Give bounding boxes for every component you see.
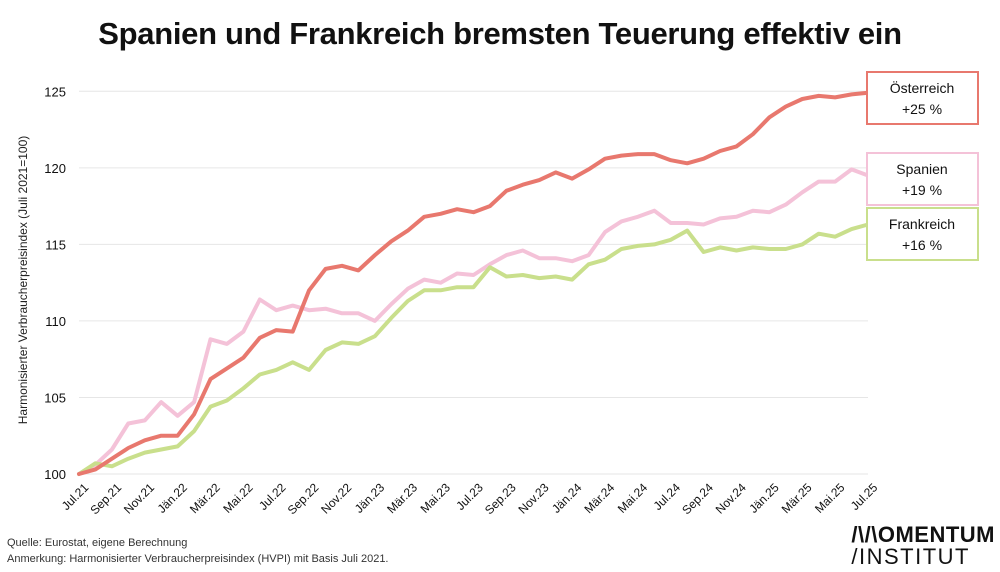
chart-title: Spanien und Frankreich bremsten Teuerung… bbox=[98, 16, 902, 51]
y-tick-label: 105 bbox=[44, 390, 66, 405]
series-label-box-frankreich: Frankreich +16 % bbox=[866, 207, 979, 261]
x-tick-label: Mär.22 bbox=[187, 480, 223, 516]
x-tick-label: Nov.22 bbox=[318, 480, 354, 516]
x-tick-label: Mai.25 bbox=[812, 480, 848, 516]
x-tick-label: Jul.25 bbox=[848, 480, 881, 513]
x-tick-label: Mai.23 bbox=[418, 480, 454, 516]
y-tick-label: 115 bbox=[45, 237, 66, 252]
x-tick-label: Jän.24 bbox=[549, 480, 585, 516]
x-tick: Nov.24 bbox=[713, 480, 749, 516]
x-tick-label: Jul.22 bbox=[256, 480, 289, 513]
x-tick-label: Sep.21 bbox=[87, 480, 124, 517]
series-label-box-spanien: Spanien +19 % bbox=[866, 152, 979, 206]
x-tick: Jul.23 bbox=[453, 480, 486, 513]
x-tick: Mai.22 bbox=[220, 480, 256, 516]
x-tick-label: Jän.25 bbox=[746, 480, 782, 516]
y-tick-label: 100 bbox=[44, 467, 66, 482]
series-line-frankreich bbox=[77, 222, 870, 476]
x-tick-label: Sep.23 bbox=[482, 480, 519, 517]
x-tick-label: Mär.25 bbox=[779, 480, 815, 516]
label-box-frame bbox=[866, 152, 979, 206]
label-box-frame bbox=[866, 207, 979, 261]
x-tick-label: Mai.24 bbox=[615, 480, 651, 516]
series-line-österreich bbox=[77, 90, 870, 476]
legend-boxes: Österreich +25 % Spanien +19 % Frankreich +16… bbox=[866, 71, 979, 261]
x-tick-label: Nov.21 bbox=[121, 480, 157, 516]
series-name: Spanien bbox=[896, 161, 947, 177]
y-tick-label: 110 bbox=[45, 314, 66, 329]
x-tick: Mai.23 bbox=[418, 480, 454, 516]
annotation-note: Anmerkung: Harmonisierter Verbraucherpre… bbox=[7, 553, 389, 565]
x-tick: Nov.21 bbox=[121, 480, 157, 516]
label-box-frame bbox=[866, 71, 979, 125]
x-tick: Mär.25 bbox=[779, 480, 815, 516]
y-axis-label: Harmonisierter Verbraucherpreisindex (Ju… bbox=[16, 135, 30, 425]
x-tick-label: Nov.23 bbox=[515, 480, 551, 516]
x-tick: Jän.23 bbox=[352, 480, 388, 516]
series-name: Österreich bbox=[890, 79, 955, 96]
series-layer bbox=[77, 90, 870, 476]
y-tick-label: 125 bbox=[44, 84, 66, 99]
x-tick-label: Nov.24 bbox=[713, 480, 749, 516]
x-tick-label: Mär.23 bbox=[384, 480, 420, 516]
x-tick: Sep.22 bbox=[285, 480, 322, 517]
x-tick: Mär.22 bbox=[187, 480, 223, 516]
y-axis-ticks: 100 105 110 115 120 125 bbox=[44, 84, 66, 482]
y-tick-label: 120 bbox=[44, 161, 66, 176]
series-label-box-österreich: Österreich +25 % bbox=[866, 71, 979, 125]
series-change: +25 % bbox=[902, 101, 942, 117]
x-tick-label: Jul.21 bbox=[59, 480, 92, 513]
x-tick: Jul.25 bbox=[848, 480, 881, 513]
x-tick-label: Sep.22 bbox=[285, 480, 322, 517]
x-tick: Sep.23 bbox=[482, 480, 519, 517]
x-tick: Nov.22 bbox=[318, 480, 354, 516]
x-tick: Sep.21 bbox=[87, 480, 124, 517]
series-line-spanien bbox=[77, 167, 870, 476]
series-change: +19 % bbox=[902, 182, 942, 198]
momentum-logo: /\/\OMENTUM /INSTITUT bbox=[851, 524, 995, 568]
x-tick: Sep.24 bbox=[679, 480, 716, 517]
x-tick: Mär.24 bbox=[582, 480, 618, 516]
x-tick: Jän.22 bbox=[155, 480, 191, 516]
grid-layer bbox=[79, 90, 868, 475]
x-tick-label: Jän.22 bbox=[155, 480, 191, 516]
x-tick: Jul.22 bbox=[256, 480, 289, 513]
series-name: Frankreich bbox=[889, 216, 955, 232]
series-change: +16 % bbox=[902, 237, 942, 253]
x-tick-label: Mai.22 bbox=[220, 480, 256, 516]
x-tick: Nov.23 bbox=[515, 480, 551, 516]
x-tick-label: Jul.24 bbox=[651, 480, 684, 513]
x-tick: Jul.24 bbox=[651, 480, 684, 513]
source-note: Quelle: Eurostat, eigene Berechnung bbox=[7, 537, 188, 549]
x-tick: Mär.23 bbox=[384, 480, 420, 516]
x-tick: Mai.25 bbox=[812, 480, 848, 516]
logo-line-2: /INSTITUT bbox=[851, 544, 970, 569]
x-tick: Mai.24 bbox=[615, 480, 651, 516]
x-tick: Jän.24 bbox=[549, 480, 585, 516]
x-tick-label: Mär.24 bbox=[582, 480, 618, 516]
x-tick: Jul.21 bbox=[59, 480, 92, 513]
logo-line-1: /\/\OMENTUM bbox=[851, 522, 995, 547]
x-tick-label: Jul.23 bbox=[453, 480, 486, 513]
x-tick-label: Jän.23 bbox=[352, 480, 388, 516]
x-tick-label: Sep.24 bbox=[679, 480, 716, 517]
x-tick: Jän.25 bbox=[746, 480, 782, 516]
